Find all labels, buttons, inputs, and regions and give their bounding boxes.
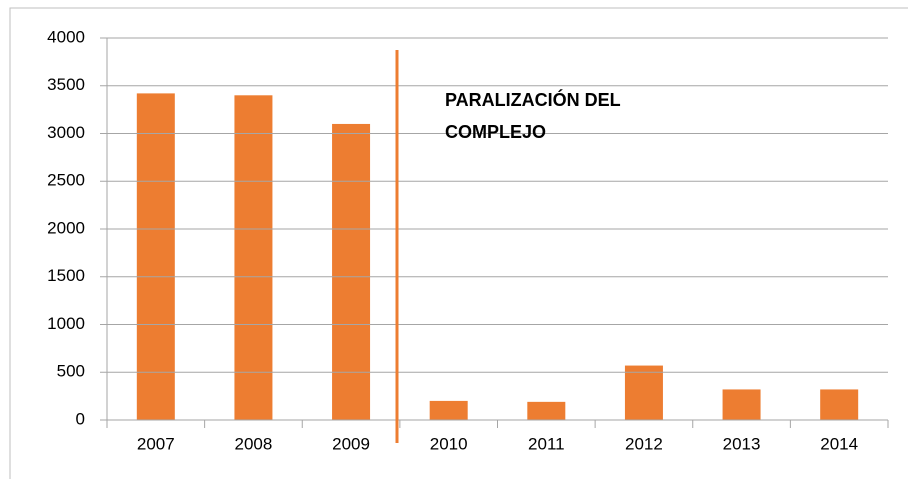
bar bbox=[722, 389, 761, 420]
x-tick-label: 2008 bbox=[235, 434, 273, 453]
y-tick-label: 3000 bbox=[47, 123, 85, 142]
annotation: PARALIZACIÓN DEL bbox=[445, 89, 621, 110]
bar bbox=[527, 401, 566, 420]
x-tick-label: 2009 bbox=[332, 434, 370, 453]
bar bbox=[234, 95, 273, 421]
x-tick-label: 2011 bbox=[528, 434, 565, 453]
annotation: COMPLEJO bbox=[445, 122, 546, 142]
y-tick-label: 3500 bbox=[47, 75, 85, 94]
y-tick-label: 2500 bbox=[47, 171, 85, 190]
bar bbox=[624, 365, 663, 420]
x-tick-label: 2013 bbox=[723, 434, 761, 453]
bar bbox=[136, 93, 175, 420]
bar bbox=[820, 389, 859, 420]
y-tick-label: 500 bbox=[57, 362, 85, 381]
y-tick-label: 1000 bbox=[47, 314, 85, 333]
x-tick-label: 2012 bbox=[625, 434, 663, 453]
x-tick-label: 2010 bbox=[430, 434, 468, 453]
x-tick-label: 2007 bbox=[137, 434, 175, 453]
chart-frame bbox=[9, 7, 908, 479]
x-tick-label: 2014 bbox=[820, 434, 858, 453]
y-tick-label: 0 bbox=[76, 409, 85, 428]
y-tick-label: 4000 bbox=[47, 27, 85, 46]
y-tick-label: 2000 bbox=[47, 218, 85, 237]
y-tick-label: 1500 bbox=[47, 266, 85, 285]
bar bbox=[332, 123, 371, 420]
bar bbox=[429, 400, 468, 420]
